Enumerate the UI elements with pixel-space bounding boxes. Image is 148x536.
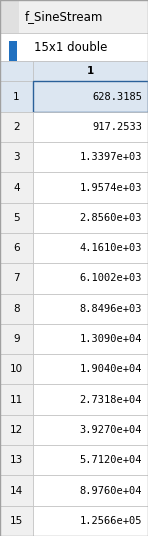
Text: 1.9040e+04: 1.9040e+04 xyxy=(80,364,142,374)
Text: 12: 12 xyxy=(10,425,23,435)
Bar xyxy=(33,475,148,505)
Text: 8.8496e+03: 8.8496e+03 xyxy=(80,304,142,314)
Bar xyxy=(33,384,148,415)
Text: 15: 15 xyxy=(10,516,23,526)
Bar xyxy=(0,415,33,445)
Text: 1: 1 xyxy=(87,66,94,76)
Bar xyxy=(33,263,148,294)
Bar xyxy=(33,61,148,81)
Bar xyxy=(33,505,148,536)
Bar xyxy=(33,445,148,475)
Text: 4.1610e+03: 4.1610e+03 xyxy=(80,243,142,253)
Bar xyxy=(0,81,33,112)
Text: 6: 6 xyxy=(13,243,20,253)
Bar xyxy=(0,0,148,33)
Text: 5.7120e+04: 5.7120e+04 xyxy=(80,455,142,465)
Text: 9: 9 xyxy=(13,334,20,344)
Bar xyxy=(0,475,33,505)
Text: 628.3185: 628.3185 xyxy=(92,92,142,102)
Text: 15x1 double: 15x1 double xyxy=(34,41,107,54)
Bar xyxy=(0,0,19,33)
Bar xyxy=(0,445,33,475)
Text: 1: 1 xyxy=(13,92,20,102)
Bar xyxy=(0,384,33,415)
Bar xyxy=(0,142,33,173)
Text: 7: 7 xyxy=(13,273,20,284)
Bar xyxy=(0,61,148,81)
Bar xyxy=(33,354,148,384)
Bar xyxy=(33,233,148,263)
Bar xyxy=(33,173,148,203)
Text: 13: 13 xyxy=(10,455,23,465)
Bar xyxy=(0,61,33,81)
Bar xyxy=(0,112,33,142)
Bar xyxy=(0,173,33,203)
Bar xyxy=(33,81,148,112)
Text: 2.7318e+04: 2.7318e+04 xyxy=(80,394,142,405)
Bar xyxy=(0,505,33,536)
Bar xyxy=(9,41,13,53)
Bar xyxy=(13,41,17,53)
Text: 8: 8 xyxy=(13,304,20,314)
Text: f_SineStream: f_SineStream xyxy=(25,10,104,23)
Text: 1.3397e+03: 1.3397e+03 xyxy=(80,152,142,162)
Bar xyxy=(0,33,148,61)
Text: 2: 2 xyxy=(13,122,20,132)
Bar xyxy=(33,112,148,142)
Bar xyxy=(33,142,148,173)
Bar xyxy=(33,415,148,445)
Text: 14: 14 xyxy=(10,486,23,496)
Bar xyxy=(13,49,17,61)
Bar xyxy=(0,294,33,324)
Bar xyxy=(0,324,33,354)
Text: 6.1002e+03: 6.1002e+03 xyxy=(80,273,142,284)
Text: 3.9270e+04: 3.9270e+04 xyxy=(80,425,142,435)
Bar xyxy=(0,203,33,233)
Bar xyxy=(33,294,148,324)
Text: 1.2566e+05: 1.2566e+05 xyxy=(80,516,142,526)
Text: 917.2533: 917.2533 xyxy=(92,122,142,132)
Text: 5: 5 xyxy=(13,213,20,223)
Text: 10: 10 xyxy=(10,364,23,374)
Text: 4: 4 xyxy=(13,183,20,192)
Bar xyxy=(0,263,33,294)
Bar xyxy=(33,203,148,233)
Text: 8.9760e+04: 8.9760e+04 xyxy=(80,486,142,496)
Text: 11: 11 xyxy=(10,394,23,405)
Bar xyxy=(0,354,33,384)
Bar xyxy=(0,233,33,263)
Text: 1.3090e+04: 1.3090e+04 xyxy=(80,334,142,344)
Text: 3: 3 xyxy=(13,152,20,162)
Text: 1.9574e+03: 1.9574e+03 xyxy=(80,183,142,192)
Text: 2.8560e+03: 2.8560e+03 xyxy=(80,213,142,223)
Bar xyxy=(33,324,148,354)
Bar xyxy=(9,49,13,61)
